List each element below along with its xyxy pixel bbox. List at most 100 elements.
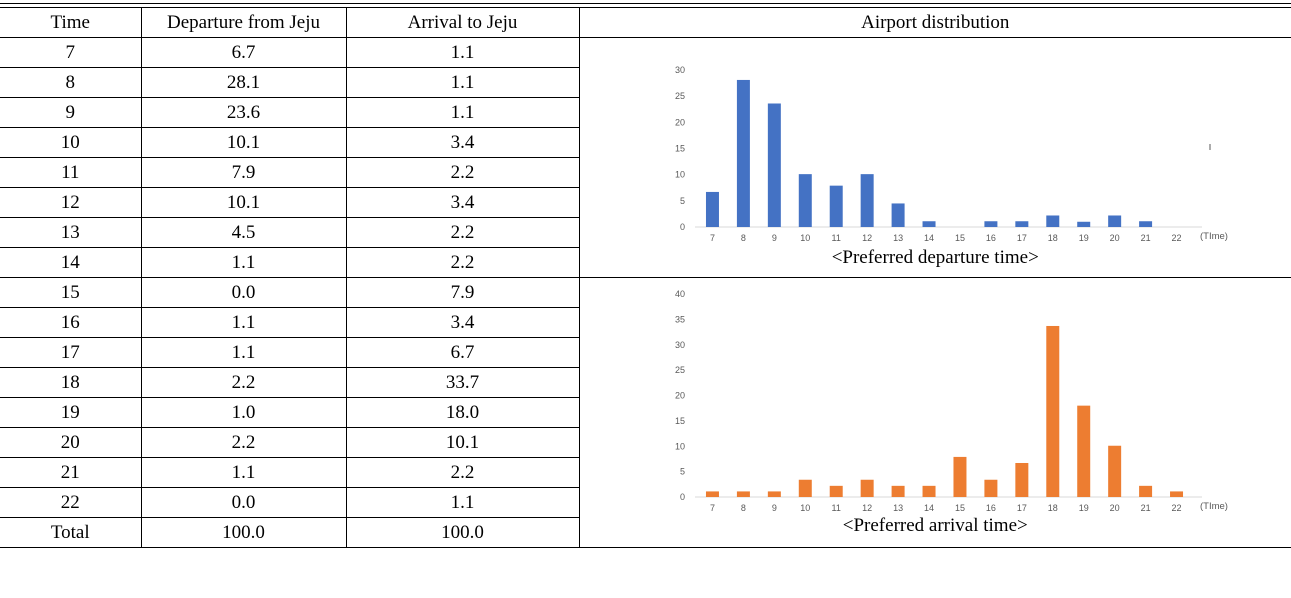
arrival-cell: 7.9: [345, 277, 580, 308]
x-tick-label: 14: [924, 233, 934, 243]
departure-cell: 23.6: [140, 97, 347, 128]
x-tick-label: 22: [1171, 503, 1181, 513]
departure-cell: 2.2: [140, 427, 347, 458]
time-cell: 19: [0, 397, 142, 428]
arrival-cell: 33.7: [345, 367, 579, 398]
time-cell: 21: [0, 457, 142, 488]
x-tick-label: 10: [800, 233, 810, 243]
x-tick-label: 9: [771, 233, 776, 243]
bar-19: [1076, 405, 1090, 497]
header-departure: Departure from Jeju: [140, 7, 347, 38]
y-tick-label: 10: [674, 441, 684, 451]
time-cell: 14: [0, 247, 142, 278]
bar-13: [891, 203, 905, 227]
table-row: 11 7.9 2.2: [0, 157, 1291, 188]
arrival-cell: 3.4: [345, 127, 579, 158]
bar-17: [1014, 221, 1028, 227]
y-tick-label: 10: [674, 170, 684, 180]
bar-10: [798, 479, 812, 497]
arrival-cell: 2.2: [345, 157, 579, 188]
y-tick-label: 35: [674, 314, 684, 324]
arrival-cell: 3.4: [345, 187, 579, 218]
departure-chart-cell: 0 5 10 15 20 25 30 7 8 9 10 11 12 13 14 15 16 17 18 19 20 21 2…: [578, 37, 1291, 278]
bar-10: [798, 174, 812, 227]
departure-cell: 0.0: [140, 277, 347, 308]
time-cell: 15: [0, 277, 142, 308]
departure-cell: 6.7: [140, 37, 347, 68]
time-cell: 7: [0, 37, 142, 68]
arrival-chart-cell: 0 5 10 15 20 25 30 35 40 7 8 9 10 11 12 13 14 15 16 17 18 19 2…: [578, 277, 1291, 548]
x-tick-label: 11: [831, 233, 840, 243]
x-tick-label: 20: [1109, 233, 1119, 243]
y-tick-label: 0: [679, 222, 684, 232]
bar-11: [829, 185, 843, 227]
bar-14: [922, 221, 936, 227]
bar-12: [860, 479, 874, 497]
table-row: 10 10.1 3.4: [0, 127, 1291, 158]
time-cell: Total: [0, 517, 142, 548]
bar-14: [922, 485, 936, 497]
table-row: 18 2.2 33.7: [0, 367, 1291, 398]
arrival-chart-svg: 0 5 10 15 20 25 30 35 40 7 8 9 10 11 12 13 14 15 16 17 18 19 2…: [674, 289, 1228, 513]
y-tick-label: 15: [674, 144, 684, 154]
departure-cell: 100.0: [140, 517, 347, 548]
x-tick-label: 16: [985, 503, 995, 513]
y-tick-label: 5: [679, 196, 684, 206]
y-tick-label: 0: [679, 492, 684, 502]
x-tick-label: 19: [1078, 233, 1088, 243]
table-row: 16 1.1 3.4: [0, 307, 1291, 338]
bar-17: [1014, 462, 1028, 497]
time-cell: 9: [0, 97, 142, 128]
table-row: 7 6.7 1.1 0 5 10 15 20 25 30 7 8 9 10 11 12 13 14 15 16 17 18…: [0, 37, 1291, 278]
x-tick-label: 15: [954, 503, 964, 513]
arrival-cell: 6.7: [345, 337, 579, 368]
bar-18: [1045, 215, 1059, 227]
bar-13: [891, 485, 905, 497]
departure-chart: 0 5 10 15 20 25 30 7 8 9 10 11 12 13 14 15 16 17 18 19 20 21 2…: [580, 38, 1291, 270]
x-tick-label: 18: [1047, 503, 1057, 513]
bar-16: [983, 479, 997, 497]
x-axis-unit-label: (TIme): [1200, 231, 1228, 242]
x-axis-unit-label: (TIme): [1200, 501, 1228, 512]
bar-18: [1045, 325, 1059, 497]
top-rule: [0, 3, 1291, 4]
y-tick-label: 30: [674, 340, 684, 350]
time-cell: 8: [0, 67, 142, 98]
table-row: 17 1.1 6.7: [0, 337, 1291, 368]
x-tick-label: 7: [709, 503, 714, 513]
y-tick-label: 20: [674, 391, 684, 401]
arrival-cell: 1.1: [345, 97, 579, 128]
bar-19: [1076, 221, 1090, 227]
y-tick-label: 25: [674, 365, 684, 375]
arrival-cell: 1.1: [345, 487, 579, 518]
x-tick-label: 18: [1047, 233, 1057, 243]
x-tick-label: 12: [862, 503, 872, 513]
y-tick-label: 5: [679, 467, 684, 477]
bar-8: [736, 79, 750, 227]
time-cell: 18: [0, 367, 142, 398]
x-tick-label: 21: [1140, 233, 1150, 243]
data-table: Time Departure from Jeju Arrival to Jeju…: [0, 7, 1291, 548]
x-tick-label: 10: [800, 503, 810, 513]
departure-cell: 28.1: [140, 67, 347, 98]
arrival-chart: 0 5 10 15 20 25 30 35 40 7 8 9 10 11 12 13 14 15 16 17 18 19 2…: [580, 278, 1291, 539]
departure-cell: 10.1: [140, 187, 347, 218]
table-row: 14 1.1 2.2: [0, 247, 1291, 278]
bar-15: [952, 456, 966, 497]
x-tick-label: 22: [1171, 233, 1181, 243]
departure-cell: 1.0: [140, 397, 347, 428]
bar-7: [705, 491, 719, 497]
departure-cell: 2.2: [140, 367, 347, 398]
x-tick-label: 17: [1016, 503, 1026, 513]
arrival-cell: 1.1: [345, 67, 579, 98]
bar-21: [1138, 221, 1152, 227]
time-cell: 22: [0, 487, 142, 518]
x-tick-label: 8: [740, 503, 745, 513]
departure-cell: 7.9: [140, 157, 347, 188]
arrival-cell: 2.2: [345, 217, 579, 248]
x-tick-label: 13: [893, 503, 903, 513]
x-tick-label: 16: [985, 233, 995, 243]
time-cell: 13: [0, 217, 142, 248]
x-tick-label: 15: [954, 233, 964, 243]
x-tick-label: 19: [1078, 503, 1088, 513]
